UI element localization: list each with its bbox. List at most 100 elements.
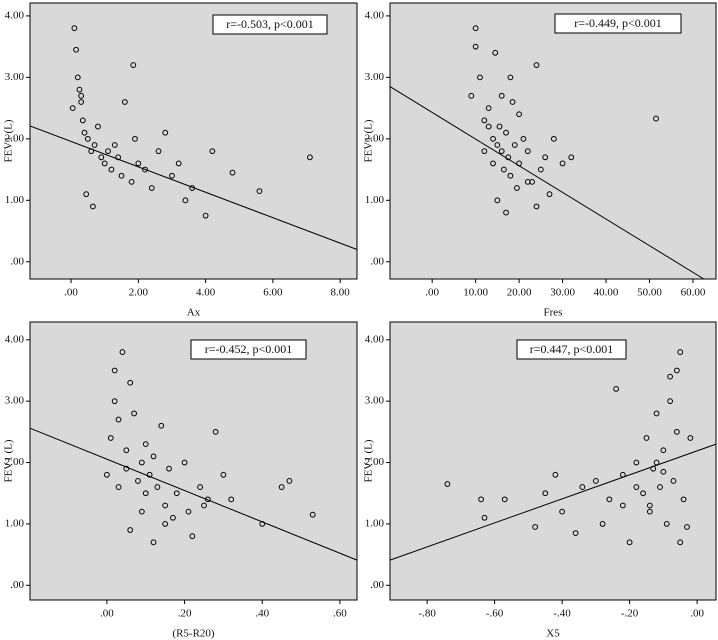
point: [613, 385, 620, 392]
point: [542, 154, 549, 161]
y-tick-label: .00: [10, 579, 24, 591]
point: [472, 25, 479, 32]
point: [472, 43, 479, 50]
y-tick-label: 1.00: [365, 517, 385, 529]
point: [646, 508, 653, 515]
point: [131, 410, 137, 417]
x-tick-label: -.80: [418, 608, 436, 620]
point: [599, 521, 606, 527]
x-tick-label: 20.00: [507, 287, 532, 299]
annotation: r=0.447, p<0.001: [530, 342, 614, 356]
plot-area: [29, 321, 358, 601]
point: [146, 471, 153, 478]
point: [91, 142, 98, 148]
point: [653, 410, 660, 417]
point: [228, 496, 235, 503]
annotation-box: [190, 339, 307, 360]
point: [498, 148, 505, 155]
point: [130, 62, 137, 68]
point: [537, 166, 544, 173]
point: [687, 435, 694, 441]
point: [660, 447, 667, 454]
point: [138, 459, 145, 466]
point: [128, 178, 135, 185]
x-tick-label: .00: [425, 287, 439, 299]
point: [162, 521, 169, 527]
point: [135, 160, 142, 167]
x-tick-label: .40: [255, 608, 269, 620]
point: [105, 148, 111, 155]
x-axis-label: (R5-R20): [172, 628, 215, 640]
point: [71, 25, 78, 32]
trend-line: [29, 125, 358, 250]
point: [142, 441, 149, 448]
point: [121, 99, 128, 105]
trend-line: [389, 86, 705, 280]
y-tick-label: 3.00: [5, 71, 25, 83]
point: [492, 49, 499, 56]
point: [507, 172, 514, 179]
plot-area: [29, 2, 358, 280]
y-tick-label: 4.00: [5, 333, 25, 345]
point: [509, 99, 516, 105]
point: [166, 465, 172, 472]
point: [135, 478, 141, 484]
point: [511, 142, 518, 148]
point: [150, 453, 157, 460]
annotation-box: [516, 339, 627, 360]
point: [633, 484, 640, 490]
point: [503, 209, 509, 216]
x-tick-label: 2.00: [129, 287, 149, 299]
point: [150, 539, 157, 546]
annotation-box: [212, 14, 328, 35]
point: [132, 135, 138, 142]
point: [677, 349, 684, 355]
point: [107, 435, 114, 441]
point: [592, 478, 599, 484]
point: [514, 185, 520, 191]
point: [118, 172, 125, 179]
point: [69, 105, 76, 112]
x-tick-label: .20: [178, 608, 192, 620]
point: [175, 160, 182, 167]
point: [209, 148, 216, 155]
point: [78, 99, 85, 105]
point: [127, 527, 134, 533]
point: [307, 154, 313, 161]
point: [606, 496, 613, 503]
y-axis-label: FEV1 (L): [363, 439, 375, 482]
y-axis-label: FEV1 (L): [3, 119, 15, 162]
point: [111, 367, 118, 374]
point: [572, 530, 579, 537]
point: [309, 511, 316, 518]
point: [148, 185, 155, 191]
x-tick-label: 10.00: [463, 287, 488, 299]
point: [158, 422, 165, 429]
point: [173, 490, 180, 497]
annotation: r=-0.452, p<0.001: [205, 342, 293, 356]
point: [633, 459, 640, 466]
point: [640, 490, 647, 497]
point: [494, 197, 501, 204]
point: [127, 379, 134, 386]
x-tick-label: .60: [333, 608, 347, 620]
point: [142, 490, 149, 497]
point: [115, 484, 122, 490]
x-tick-label: 8.00: [331, 287, 351, 299]
point: [220, 471, 227, 478]
point: [111, 398, 118, 405]
y-tick-label: 3.00: [5, 395, 25, 407]
point: [185, 508, 192, 515]
y-tick-label: 3.00: [365, 395, 385, 407]
point: [485, 123, 492, 130]
point: [498, 92, 505, 99]
point: [101, 160, 108, 167]
point: [170, 514, 176, 521]
x-tick-label: .00: [690, 608, 704, 620]
y-tick-label: 4.00: [5, 9, 25, 21]
x-tick-label: 30.00: [550, 287, 575, 299]
point: [84, 135, 91, 142]
point: [138, 508, 145, 515]
y-tick-label: 2.00: [365, 456, 385, 468]
point: [78, 92, 85, 99]
